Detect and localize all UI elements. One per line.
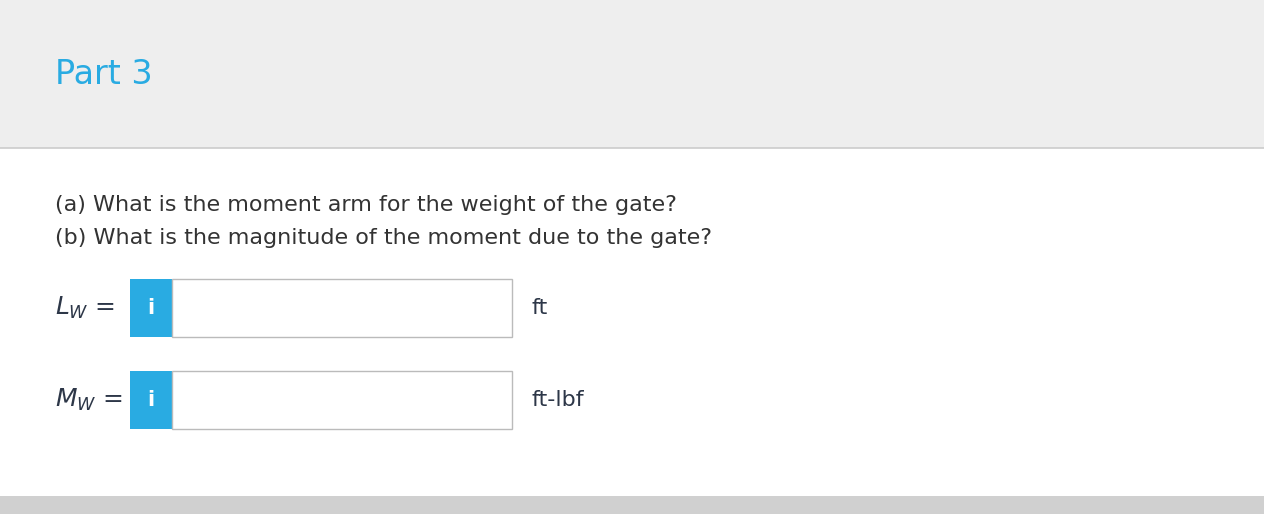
Text: ft-lbf: ft-lbf [532, 390, 585, 410]
Text: Part 3: Part 3 [56, 59, 153, 91]
FancyBboxPatch shape [130, 279, 172, 337]
Text: (a) What is the moment arm for the weight of the gate?: (a) What is the moment arm for the weigh… [56, 195, 678, 215]
FancyBboxPatch shape [130, 371, 172, 429]
FancyBboxPatch shape [172, 371, 512, 429]
FancyBboxPatch shape [172, 279, 512, 337]
FancyBboxPatch shape [0, 496, 1264, 514]
Text: $M_W$ =: $M_W$ = [56, 387, 123, 413]
Text: (b) What is the magnitude of the moment due to the gate?: (b) What is the magnitude of the moment … [56, 228, 712, 248]
Text: i: i [148, 298, 154, 318]
FancyBboxPatch shape [0, 0, 1264, 148]
Text: i: i [148, 390, 154, 410]
Text: ft: ft [532, 298, 549, 318]
Text: $L_W$ =: $L_W$ = [56, 295, 115, 321]
FancyBboxPatch shape [0, 148, 1264, 496]
